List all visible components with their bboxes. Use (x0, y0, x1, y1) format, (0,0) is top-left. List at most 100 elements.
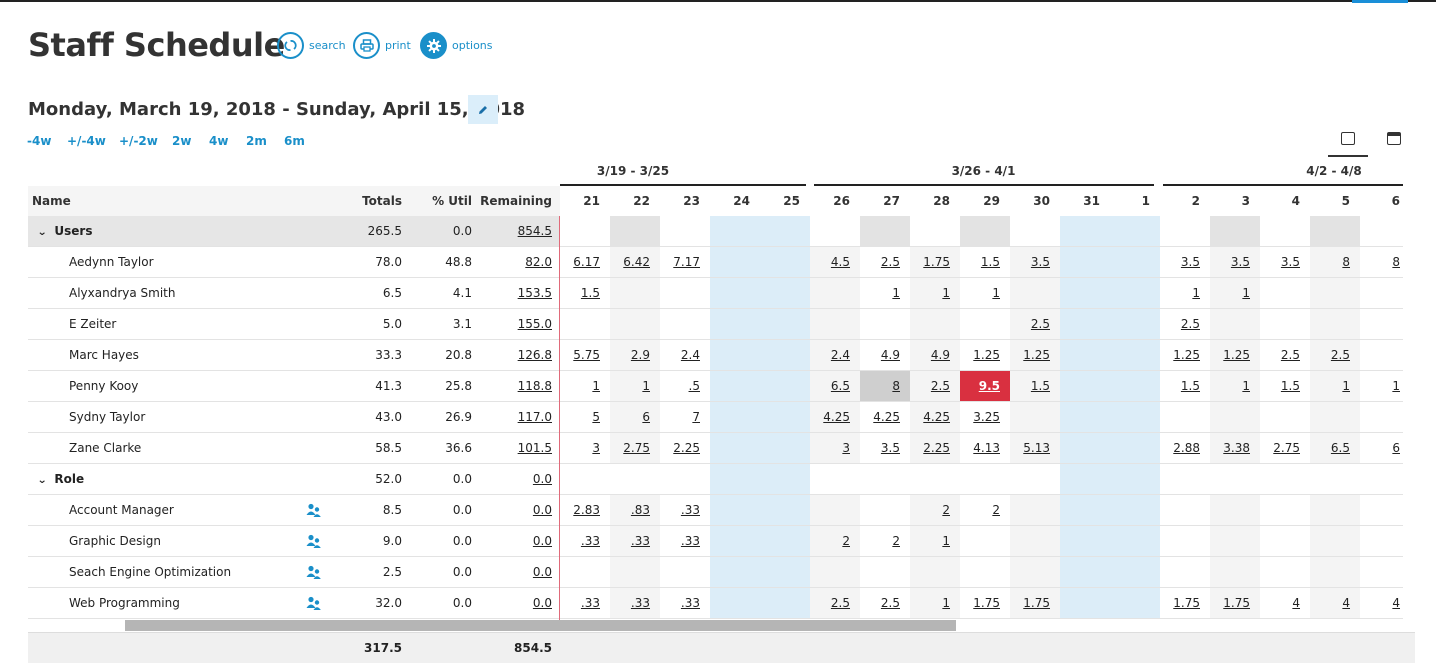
day-cell[interactable]: 3.5 (1010, 247, 1060, 277)
day-cell[interactable]: 1.75 (1210, 588, 1260, 618)
day-cell[interactable]: 4 (1310, 588, 1360, 618)
day-cell[interactable]: 2.5 (1180, 317, 1200, 331)
column-header-totals[interactable]: Totals (362, 194, 402, 208)
day-cell[interactable]: 2.5 (810, 588, 860, 618)
row-name[interactable]: Sydny Taylor (69, 410, 146, 424)
options-button[interactable]: options (420, 32, 493, 59)
group-label[interactable]: ⌄ Role (37, 464, 238, 494)
edit-date-range-button[interactable] (468, 95, 498, 124)
day-cell[interactable]: 3.25 (973, 410, 1000, 424)
day-cell[interactable]: 1.5 (580, 286, 600, 300)
day-cell[interactable]: 1 (1210, 278, 1260, 308)
range-link[interactable]: +/-4w (67, 134, 106, 148)
row-name[interactable]: Aedynn Taylor (69, 255, 154, 269)
day-cell[interactable]: 3.5 (1280, 255, 1300, 269)
day-cell[interactable]: 1 (1210, 371, 1260, 401)
day-cell[interactable]: 1 (1192, 286, 1200, 300)
day-cell[interactable]: 2.4 (810, 340, 860, 370)
row-name[interactable]: E Zeiter (69, 317, 117, 331)
compact-view-icon[interactable] (1341, 132, 1355, 145)
day-cell[interactable]: 3.5 (880, 441, 900, 455)
group-label[interactable]: ⌄ Users (37, 216, 238, 246)
expanded-view-icon[interactable] (1387, 132, 1401, 145)
day-cell[interactable]: 1 (892, 286, 900, 300)
range-link[interactable]: 2w (172, 134, 192, 148)
day-cell[interactable]: 3 (810, 433, 860, 463)
row-remaining[interactable]: 153.5 (517, 286, 552, 300)
day-cell[interactable]: 6.5 (810, 371, 860, 401)
group-row-users[interactable]: ⌄ Users 265.5 0.0 854.5 (28, 216, 1403, 247)
day-cell[interactable]: 1.5 (1180, 379, 1200, 393)
chevron-down-icon[interactable]: ⌄ (37, 227, 48, 238)
day-cell[interactable]: 2 (892, 534, 900, 548)
day-cell[interactable]: 6.42 (610, 247, 660, 277)
range-link[interactable]: +/-2w (119, 134, 158, 148)
day-cell[interactable]: .33 (680, 596, 700, 610)
day-cell[interactable]: 6 (610, 402, 660, 432)
day-cell[interactable]: 3 (592, 441, 600, 455)
row-name[interactable]: Seach Engine Optimization (69, 565, 232, 579)
day-cell[interactable]: 5.75 (573, 348, 600, 362)
role-assign-icon[interactable] (306, 596, 322, 610)
day-cell[interactable]: .33 (610, 526, 660, 556)
day-cell[interactable]: 2.75 (610, 433, 660, 463)
role-assign-icon[interactable] (306, 534, 322, 548)
row-remaining[interactable]: 0.0 (532, 534, 552, 548)
day-cell[interactable]: 1.75 (973, 596, 1000, 610)
day-cell[interactable]: 1 (1310, 371, 1360, 401)
day-cell[interactable]: 1 (610, 371, 660, 401)
day-cell[interactable]: .33 (680, 503, 700, 517)
day-cell[interactable]: 3.38 (1210, 433, 1260, 463)
day-cell[interactable]: 2.5 (1310, 340, 1360, 370)
column-header-util[interactable]: % Util (432, 194, 472, 208)
row-remaining[interactable]: 82.0 (525, 255, 552, 269)
day-cell[interactable]: .33 (580, 534, 600, 548)
column-header-remaining[interactable]: Remaining (480, 194, 552, 208)
role-assign-icon[interactable] (306, 503, 322, 517)
range-link[interactable]: -4w (27, 134, 52, 148)
day-cell[interactable]: 1 (910, 588, 960, 618)
day-cell[interactable]: 1 (1392, 379, 1400, 393)
day-cell[interactable]: 2 (910, 495, 960, 525)
day-cell[interactable]: 1.5 (980, 255, 1000, 269)
row-name[interactable]: Graphic Design (69, 534, 161, 548)
day-cell[interactable]: .33 (680, 534, 700, 548)
day-cell[interactable]: 2.25 (673, 441, 700, 455)
day-cell[interactable]: 4.9 (910, 340, 960, 370)
day-cell[interactable]: .5 (688, 379, 700, 393)
day-cell[interactable]: 1.25 (1210, 340, 1260, 370)
day-cell[interactable]: 2 (992, 503, 1000, 517)
column-header-name[interactable]: Name (32, 194, 71, 208)
row-name[interactable]: Alyxandrya Smith (69, 286, 176, 300)
day-cell[interactable]: 1.75 (1173, 596, 1200, 610)
day-cell[interactable]: 4.5 (810, 247, 860, 277)
day-cell[interactable]: 5.13 (1010, 433, 1060, 463)
day-cell[interactable]: 4.25 (910, 402, 960, 432)
day-cell[interactable]: 8 (1392, 255, 1400, 269)
chevron-down-icon[interactable]: ⌄ (37, 475, 48, 486)
row-remaining[interactable]: 0.0 (532, 503, 552, 517)
day-cell[interactable]: 2.88 (1173, 441, 1200, 455)
day-cell[interactable]: 5 (592, 410, 600, 424)
day-cell[interactable]: 9.5 (960, 371, 1010, 401)
day-cell[interactable]: 4.13 (973, 441, 1000, 455)
day-cell[interactable]: 6 (1392, 441, 1400, 455)
day-cell[interactable]: 4.25 (810, 402, 860, 432)
day-cell[interactable]: 3.5 (1180, 255, 1200, 269)
row-remaining[interactable]: 101.5 (517, 441, 552, 455)
day-cell[interactable]: 1.25 (973, 348, 1000, 362)
row-remaining[interactable]: 155.0 (517, 317, 552, 331)
day-cell[interactable]: 1 (910, 526, 960, 556)
row-name[interactable]: Account Manager (69, 503, 174, 517)
row-remaining[interactable]: 126.8 (517, 348, 552, 362)
day-cell[interactable]: 2 (810, 526, 860, 556)
day-cell[interactable]: .33 (610, 588, 660, 618)
range-link[interactable]: 2m (246, 134, 267, 148)
day-cell[interactable]: 1 (910, 278, 960, 308)
range-link[interactable]: 6m (284, 134, 305, 148)
day-cell[interactable]: 6.17 (573, 255, 600, 269)
day-cell[interactable]: 4 (1392, 596, 1400, 610)
row-name[interactable]: Penny Kooy (69, 379, 139, 393)
day-cell[interactable]: 7 (692, 410, 700, 424)
day-cell[interactable]: 2.5 (1010, 309, 1060, 339)
